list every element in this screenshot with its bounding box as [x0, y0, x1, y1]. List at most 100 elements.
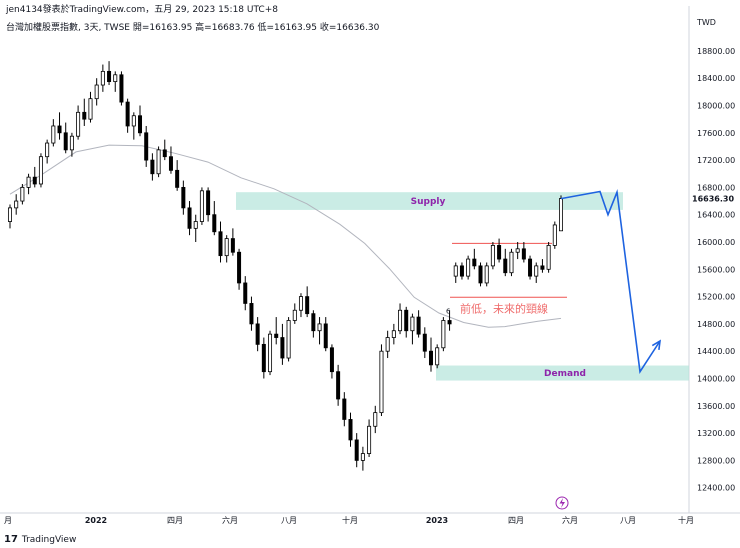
candle	[187, 201, 192, 236]
supply-zone[interactable]	[236, 192, 623, 210]
candle	[497, 238, 502, 263]
candle	[268, 330, 273, 376]
candle	[224, 235, 229, 263]
candle	[206, 187, 211, 222]
price-tick: 13600.00	[697, 402, 735, 411]
candle	[57, 112, 62, 140]
time-tick: 六月	[222, 515, 238, 525]
candle	[447, 310, 452, 331]
price-tick: 18800.00	[697, 47, 735, 56]
candle	[175, 160, 180, 191]
candle	[336, 364, 341, 406]
time-tick: 八月	[281, 516, 297, 525]
candle	[528, 255, 533, 280]
price-tick: 14800.00	[697, 320, 735, 329]
price-tick: 14000.00	[697, 375, 735, 384]
symbol-ohlc-legend: 台灣加權股票指數, 3天, TWSE 開=16163.95 高=16683.76…	[6, 23, 380, 33]
candles-group	[7, 61, 564, 471]
forecast-arrowhead	[651, 339, 661, 350]
candle	[113, 71, 118, 92]
candle	[138, 105, 143, 137]
candle	[212, 201, 217, 236]
candle	[546, 242, 551, 273]
candle	[404, 306, 409, 338]
candle	[237, 248, 242, 290]
candle	[69, 132, 74, 157]
candle	[342, 392, 347, 427]
candle	[76, 105, 81, 140]
candle	[88, 91, 93, 123]
time-tick: 2022	[85, 516, 107, 525]
price-tick: 18400.00	[697, 74, 735, 83]
candle	[379, 344, 384, 417]
candle	[311, 310, 316, 338]
candle	[348, 412, 353, 447]
candle	[125, 98, 130, 133]
candle	[249, 296, 254, 331]
time-tick: 十月	[342, 515, 358, 525]
candle	[38, 153, 43, 188]
time-tick: 八月	[620, 516, 636, 525]
supply-zone-label: Supply	[411, 197, 446, 207]
candle	[144, 125, 149, 167]
candle	[150, 153, 155, 181]
tradingview-brand[interactable]: 17 TradingView	[4, 534, 76, 545]
candle	[441, 317, 446, 352]
tradingview-logo: 17	[4, 534, 18, 545]
candle	[156, 146, 161, 178]
price-tick: 12800.00	[697, 456, 735, 465]
candle	[26, 173, 31, 195]
candle	[218, 221, 223, 263]
price-tick: 17600.00	[697, 129, 735, 138]
candle	[360, 446, 365, 471]
candle	[45, 139, 50, 164]
candle	[51, 119, 56, 147]
lightning-icon[interactable]	[555, 496, 569, 510]
time-tick: 月	[4, 516, 12, 525]
price-axis: 18800.00 18400.00 18000.00 17600.00 17200.00…	[697, 47, 735, 493]
candle	[534, 262, 539, 283]
last-price-tag	[690, 191, 724, 204]
forecast-path[interactable]	[560, 189, 661, 374]
time-tick: 十月	[678, 515, 694, 525]
candle	[490, 242, 495, 270]
moving-average-line	[9, 144, 562, 328]
candle	[503, 248, 508, 277]
candle	[478, 262, 483, 287]
candle	[274, 317, 279, 345]
publish-info: jen4134發表於TradingView.com，五月 29, 2023 15…	[6, 5, 278, 15]
price-tick: 12400.00	[697, 484, 735, 493]
candle	[317, 317, 322, 345]
price-tick: 17200.00	[697, 156, 735, 165]
candle	[100, 64, 105, 92]
price-tick: 16000.00	[697, 238, 735, 247]
currency-label: TWD	[696, 18, 716, 27]
candle	[373, 405, 378, 434]
candle	[32, 166, 37, 188]
time-axis: 月 2022 四月 六月 八月 十月 2023 四月 六月 八月 十月	[4, 515, 694, 525]
demand-zone-label: Demand	[544, 369, 586, 379]
candle	[552, 221, 557, 249]
candle	[329, 344, 334, 379]
candle	[367, 419, 372, 457]
candle	[435, 344, 440, 369]
earnings-marker[interactable]: 6	[446, 308, 451, 316]
candle	[193, 214, 198, 242]
candle	[199, 187, 204, 225]
demand-zone[interactable]	[436, 365, 689, 381]
candle	[168, 146, 173, 174]
candle	[280, 323, 285, 365]
candle	[398, 303, 403, 335]
price-tick: 15600.00	[697, 265, 735, 274]
price-tick: 16800.00	[697, 183, 735, 192]
time-tick: 2023	[426, 516, 448, 525]
candle	[20, 183, 25, 205]
candle	[323, 317, 328, 352]
candle	[63, 122, 68, 154]
candle	[107, 61, 112, 86]
candle	[459, 262, 464, 280]
candle	[540, 259, 545, 273]
time-tick: 四月	[167, 516, 183, 525]
candle	[466, 255, 471, 280]
